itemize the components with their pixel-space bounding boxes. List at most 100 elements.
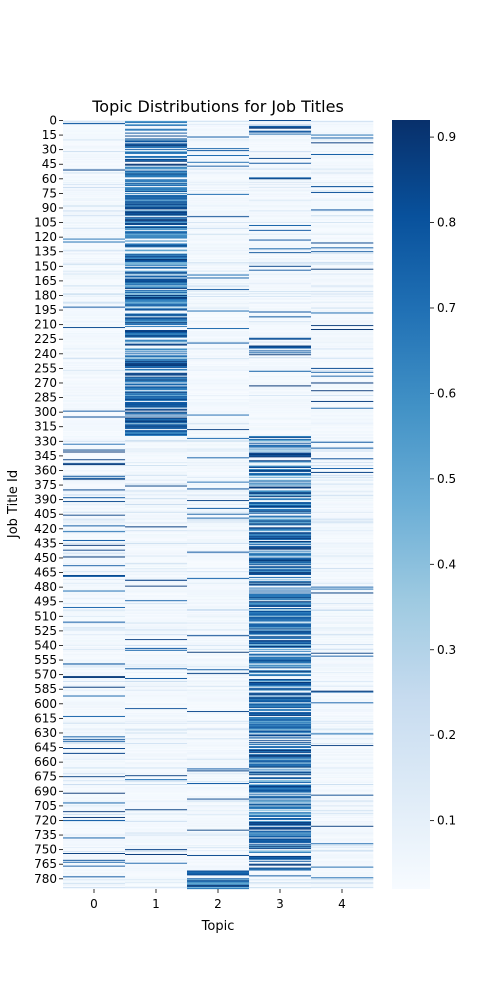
heatmap-cell	[63, 381, 126, 383]
heatmap-cell	[125, 324, 188, 326]
heatmap-cell	[249, 612, 312, 615]
heatmap-cell	[249, 505, 312, 508]
heatmap-cell	[63, 828, 126, 830]
heatmap-cell	[63, 642, 126, 644]
heatmap-cell	[249, 344, 312, 346]
heatmap-cell	[249, 342, 312, 344]
heatmap-cell	[63, 469, 126, 472]
heatmap-cell	[311, 479, 374, 481]
heatmap-cell	[125, 647, 188, 650]
heatmap-cell	[187, 208, 250, 210]
heatmap-cell	[249, 838, 312, 840]
heatmap-cell	[125, 146, 188, 148]
y-tick-label: 630	[34, 726, 57, 740]
heatmap-cell	[187, 135, 250, 137]
heatmap-cell	[249, 456, 312, 458]
heatmap-cell	[187, 878, 250, 880]
heatmap-cell	[249, 405, 312, 407]
heatmap-cell	[311, 348, 374, 350]
heatmap-cell	[187, 471, 250, 474]
heatmap-cell	[187, 764, 250, 766]
heatmap-cell	[125, 414, 188, 416]
heatmap-cell	[249, 837, 312, 839]
heatmap-cell	[63, 684, 126, 686]
heatmap-cell	[249, 238, 312, 240]
heatmap-cell	[125, 282, 188, 284]
heatmap-cell	[125, 545, 188, 547]
heatmap-cell	[187, 206, 250, 208]
heatmap-cell	[125, 861, 188, 863]
heatmap-cell	[63, 325, 126, 327]
heatmap-cell	[249, 662, 312, 664]
heatmap-cell	[63, 769, 126, 771]
heatmap-cell	[63, 149, 126, 151]
heatmap-cell	[63, 683, 126, 685]
heatmap-cell	[311, 206, 374, 208]
heatmap-cell	[125, 862, 188, 864]
heatmap-cell	[187, 569, 250, 571]
heatmap-cell	[187, 637, 250, 639]
heatmap-cell	[63, 326, 126, 328]
heatmap-cell	[249, 320, 312, 322]
heatmap-cell	[311, 708, 374, 710]
heatmap-cell	[249, 191, 312, 194]
heatmap-cell	[311, 397, 374, 399]
heatmap-cell	[63, 798, 126, 800]
heatmap-cell	[125, 365, 188, 368]
y-tick-label: 570	[34, 668, 57, 682]
heatmap-cell	[187, 430, 250, 432]
heatmap-cell	[187, 417, 250, 419]
heatmap-cell	[63, 452, 126, 454]
heatmap-cell	[311, 168, 374, 170]
heatmap-cell	[249, 677, 312, 679]
heatmap-cell	[125, 590, 188, 592]
heatmap-cell	[125, 881, 188, 883]
heatmap-cell	[125, 536, 188, 538]
heatmap-cell	[249, 819, 312, 821]
heatmap-cell	[311, 539, 374, 541]
heatmap-cell	[249, 424, 312, 426]
heatmap-cell	[311, 167, 374, 169]
heatmap-cell	[125, 135, 188, 137]
heatmap-cell	[125, 267, 188, 269]
heatmap-cell	[187, 865, 250, 867]
heatmap-cell	[311, 199, 374, 201]
heatmap-cell	[63, 365, 126, 368]
heatmap-cell	[311, 245, 374, 247]
heatmap-cell	[187, 440, 250, 442]
heatmap-cell	[187, 693, 250, 695]
heatmap-cell	[125, 593, 188, 595]
heatmap-cell	[125, 667, 188, 669]
heatmap-cell	[249, 625, 312, 627]
heatmap-cell	[63, 313, 126, 315]
heatmap-cell	[125, 746, 188, 748]
heatmap-cell	[187, 827, 250, 829]
heatmap-cell	[63, 716, 126, 719]
heatmap-cell	[125, 348, 188, 350]
heatmap-cell	[249, 668, 312, 670]
heatmap-cell	[249, 550, 312, 552]
heatmap-cell	[187, 763, 250, 765]
heatmap-cell	[125, 612, 188, 615]
heatmap-cell	[311, 809, 374, 811]
heatmap-cell	[187, 359, 250, 361]
heatmap-cell	[125, 156, 188, 159]
heatmap-cell	[63, 785, 126, 788]
heatmap-cell	[63, 265, 126, 267]
heatmap-cell	[187, 832, 250, 834]
heatmap-cell	[125, 363, 188, 365]
heatmap-cell	[63, 815, 126, 817]
heatmap-cell	[249, 807, 312, 809]
heatmap-cell	[125, 474, 188, 476]
heatmap-cell	[125, 434, 188, 437]
heatmap-cell	[125, 129, 188, 131]
heatmap-cell	[125, 320, 188, 322]
heatmap-cell	[63, 603, 126, 605]
heatmap-cell	[187, 661, 250, 663]
y-tick-label: 60	[42, 172, 57, 186]
heatmap-cell	[63, 790, 126, 792]
heatmap-cell	[249, 418, 312, 420]
heatmap-cell	[249, 246, 312, 248]
heatmap-cell	[63, 840, 126, 842]
heatmap-cell	[311, 274, 374, 276]
